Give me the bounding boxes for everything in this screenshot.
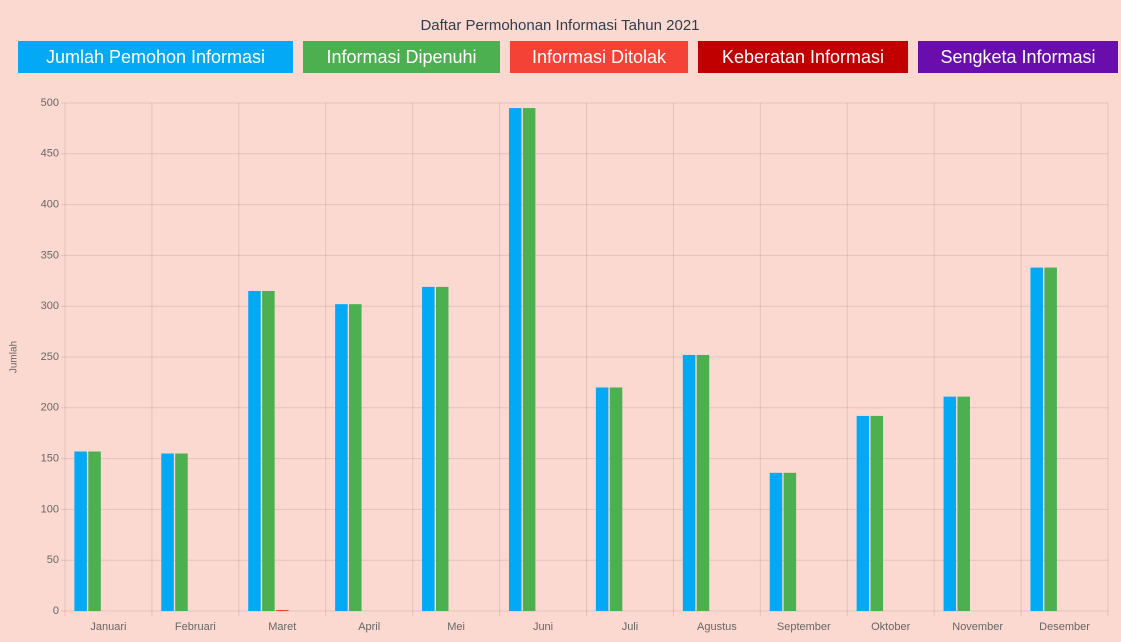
y-tick-label: 50 <box>47 554 59 566</box>
bar <box>523 108 536 611</box>
bar <box>1030 268 1043 611</box>
y-axis-label: Jumlah <box>9 341 20 373</box>
bar <box>944 397 957 611</box>
bar <box>509 108 522 611</box>
y-tick-label: 500 <box>41 97 59 109</box>
bar <box>770 473 783 611</box>
y-tick-label: 450 <box>41 148 59 160</box>
legend-label: Keberatan Informasi <box>722 47 884 67</box>
y-tick-label: 250 <box>41 351 59 363</box>
bar <box>1044 268 1057 611</box>
x-tick-label: Juli <box>622 621 639 633</box>
bar <box>784 473 797 611</box>
bar <box>436 287 449 611</box>
chart: Daftar Permohonan Informasi Tahun 2021 J… <box>0 0 1121 642</box>
x-tick-label: Agustus <box>697 621 737 633</box>
bar <box>596 387 609 611</box>
legend-label: Jumlah Pemohon Informasi <box>46 47 265 67</box>
x-tick-label: Februari <box>175 621 216 633</box>
x-tick-label: September <box>777 621 831 633</box>
bar <box>349 304 362 611</box>
x-tick-label: November <box>952 621 1003 633</box>
bar <box>161 454 174 611</box>
bar <box>74 451 87 611</box>
y-tick-label: 200 <box>41 402 59 414</box>
y-tick-label: 100 <box>41 503 59 515</box>
y-tick-label: 300 <box>41 300 59 312</box>
bar <box>248 291 261 611</box>
bar <box>857 416 870 611</box>
x-tick-label: Desember <box>1039 621 1090 633</box>
y-tick-label: 350 <box>41 249 59 261</box>
legend-label: Informasi Dipenuhi <box>326 47 476 67</box>
legend-label: Sengketa Informasi <box>940 47 1095 67</box>
chart-title: Daftar Permohonan Informasi Tahun 2021 <box>420 17 699 34</box>
bar <box>262 291 275 611</box>
x-tick-label: Mei <box>447 621 465 633</box>
bar <box>422 287 435 611</box>
bar <box>175 454 188 611</box>
x-tick-label: Januari <box>90 621 126 633</box>
y-tick-label: 150 <box>41 453 59 465</box>
x-tick-label: Juni <box>533 621 553 633</box>
page: {"chart_data": {"type": "bar", "title": … <box>0 0 1121 642</box>
bar <box>335 304 348 611</box>
bar <box>88 451 101 611</box>
y-tick-label: 400 <box>41 199 59 211</box>
y-tick-label: 0 <box>53 605 59 617</box>
bar <box>683 355 696 611</box>
bar <box>276 610 289 611</box>
bar <box>871 416 884 611</box>
x-tick-label: April <box>358 621 380 633</box>
bar <box>610 387 623 611</box>
bar <box>957 397 970 611</box>
legend-label: Informasi Ditolak <box>532 47 667 67</box>
x-tick-label: Maret <box>268 621 296 633</box>
bar <box>697 355 710 611</box>
x-tick-label: Oktober <box>871 621 910 633</box>
